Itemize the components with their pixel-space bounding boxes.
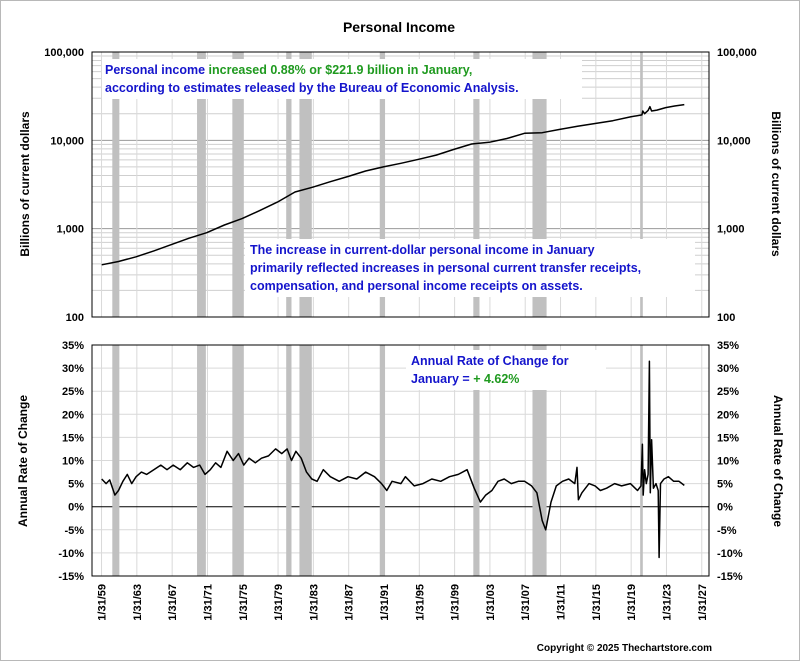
bottom-y-tick-label-right: 10% xyxy=(717,456,739,468)
bottom-annotation-box xyxy=(406,350,606,390)
middle-annotation: The increase in current-dollar personal … xyxy=(245,239,695,297)
bottom-y-tick-label-left: 35% xyxy=(62,340,84,352)
x-tick-label: 1/31/83 xyxy=(308,584,320,621)
recession-band xyxy=(640,52,643,317)
x-tick-label: 1/31/71 xyxy=(203,584,215,621)
chart-title: Personal Income xyxy=(343,19,455,35)
top-panel-border xyxy=(91,51,710,318)
bottom-annotation-line1: Annual Rate of Change for xyxy=(411,354,569,368)
top-y-tick-label-right: 100,000 xyxy=(717,47,757,59)
bottom-ylabel-left: Annual Rate of Change xyxy=(16,395,30,527)
top-y-ticks: 100 100 1,000 1,000 10,000 10,000 100,000 100,0… xyxy=(44,47,757,324)
bottom-annotation-line2-b: + 4.62% xyxy=(473,372,519,386)
bottom-ylabel-right: Annual Rate of Change xyxy=(771,395,785,527)
top-y-tick-label-left: 100,000 xyxy=(44,47,84,59)
bottom-y-tick-label-left: -5% xyxy=(64,525,84,537)
bottom-y-tick-label-right: -10% xyxy=(717,548,743,560)
x-tick-label: 1/31/95 xyxy=(414,584,426,621)
top-annotation-box xyxy=(102,59,582,99)
bottom-y-tick-label-right: 35% xyxy=(717,340,739,352)
x-tick-label: 1/31/15 xyxy=(591,584,603,621)
recession-band xyxy=(286,52,292,317)
x-tick-label: 1/31/99 xyxy=(450,584,462,621)
x-tick-label: 1/31/11 xyxy=(556,584,568,620)
top-series-group xyxy=(101,103,685,266)
top-y-tick-label-right: 1,000 xyxy=(717,224,745,236)
bottom-y-tick-label-left: 20% xyxy=(62,409,84,421)
top-annotation-line1: Personal income increased 0.88% or $221.… xyxy=(105,63,472,77)
top-y-tick-label-left: 10,000 xyxy=(50,135,84,147)
recession-band xyxy=(232,52,244,317)
middle-annotation-box xyxy=(245,239,695,297)
recession-band xyxy=(197,52,206,317)
top-y-tick-label-right: 10,000 xyxy=(717,135,751,147)
x-tick-label: 1/31/59 xyxy=(97,584,109,621)
bottom-y-tick-label-left: 25% xyxy=(62,386,84,398)
bottom-y-tick-label-right: -15% xyxy=(717,571,743,583)
bottom-y-tick-label-right: 15% xyxy=(717,432,739,444)
recession-band xyxy=(473,345,480,576)
recession-band xyxy=(379,52,386,317)
personal-income-line xyxy=(101,103,685,266)
recession-band xyxy=(379,345,386,576)
bottom-y-tick-label-left: 0% xyxy=(68,502,84,514)
x-tick-label: 1/31/87 xyxy=(344,584,356,621)
x-tick-label: 1/31/07 xyxy=(520,584,532,621)
top-y-tick-label-left: 1,000 xyxy=(56,224,84,236)
recession-band xyxy=(197,345,206,576)
bottom-annotation: Annual Rate of Change for January = + 4.… xyxy=(406,350,606,390)
bottom-y-tick-label-left: 10% xyxy=(62,456,84,468)
copyright: Copyright © 2025 Thechartstore.com xyxy=(537,643,712,654)
x-tick-label: 1/31/19 xyxy=(626,584,638,621)
x-tick-label: 1/31/75 xyxy=(238,584,250,621)
recession-band xyxy=(299,345,312,576)
recession-band xyxy=(286,345,292,576)
bottom-y-tick-label-right: 5% xyxy=(717,479,733,491)
x-tick-label: 1/31/79 xyxy=(273,584,285,621)
x-tick-label: 1/31/23 xyxy=(662,584,674,621)
bottom-y-tick-label-left: 15% xyxy=(62,432,84,444)
bottom-y-tick-label-right: 20% xyxy=(717,409,739,421)
x-tick-label: 1/31/27 xyxy=(697,584,709,621)
middle-annotation-line2: primarily reflected increases in persona… xyxy=(250,261,641,275)
top-ylabel-right: Billions of current dollars xyxy=(769,111,783,257)
bottom-annotation-line2: January = + 4.62% xyxy=(411,372,519,386)
recession-band xyxy=(232,345,244,576)
bottom-y-tick-label-left: 30% xyxy=(62,363,84,375)
bottom-y-tick-label-left: -10% xyxy=(58,548,84,560)
recession-band xyxy=(112,52,120,317)
bottom-recessions xyxy=(112,345,643,576)
top-ylabel-left: Billions of current dollars xyxy=(18,111,32,257)
bottom-y-tick-label-left: 5% xyxy=(68,479,84,491)
bottom-y-tick-label-right: 0% xyxy=(717,502,733,514)
top-annotation-line2: according to estimates released by the B… xyxy=(105,81,519,95)
bottom-y-ticks: -15% -15% -10% -10% -5% -5% 0% 0% 5% 5% 10% 10% 15% 1… xyxy=(58,340,743,583)
bottom-y-tick-label-right: 30% xyxy=(717,363,739,375)
bottom-panel-border xyxy=(91,344,710,577)
x-tick-label: 1/31/91 xyxy=(379,584,391,621)
top-annotation-line1-a: Personal income xyxy=(105,63,209,77)
bottom-y-tick-label-right: 25% xyxy=(717,386,739,398)
bottom-y-tick-label-right: -5% xyxy=(717,525,737,537)
top-y-tick-label-left: 100 xyxy=(66,312,84,324)
top-annotation-line1-b: increased 0.88% or $221.9 billion in Jan… xyxy=(209,63,473,77)
x-tick-label: 1/31/63 xyxy=(132,584,144,621)
bottom-series-group xyxy=(101,360,685,559)
x-ticks: 1/31/59 1/31/63 1/31/67 1/31/71 1/31/75 1/31/… xyxy=(97,584,709,621)
bottom-annotation-line2-a: January = xyxy=(411,372,473,386)
top-y-tick-label-right: 100 xyxy=(717,312,735,324)
x-tick-label: 1/31/67 xyxy=(167,584,179,621)
middle-annotation-line1: The increase in current-dollar personal … xyxy=(250,243,595,257)
recession-band xyxy=(473,52,480,317)
bottom-y-tick-label-left: -15% xyxy=(58,571,84,583)
middle-annotation-line3: compensation, and personal income receip… xyxy=(250,279,583,293)
recession-band xyxy=(112,345,120,576)
x-tick-label: 1/31/03 xyxy=(485,584,497,621)
recession-band xyxy=(532,345,547,576)
annual-rate-line xyxy=(101,360,685,559)
top-annotation: Personal income increased 0.88% or $221.… xyxy=(102,59,582,99)
